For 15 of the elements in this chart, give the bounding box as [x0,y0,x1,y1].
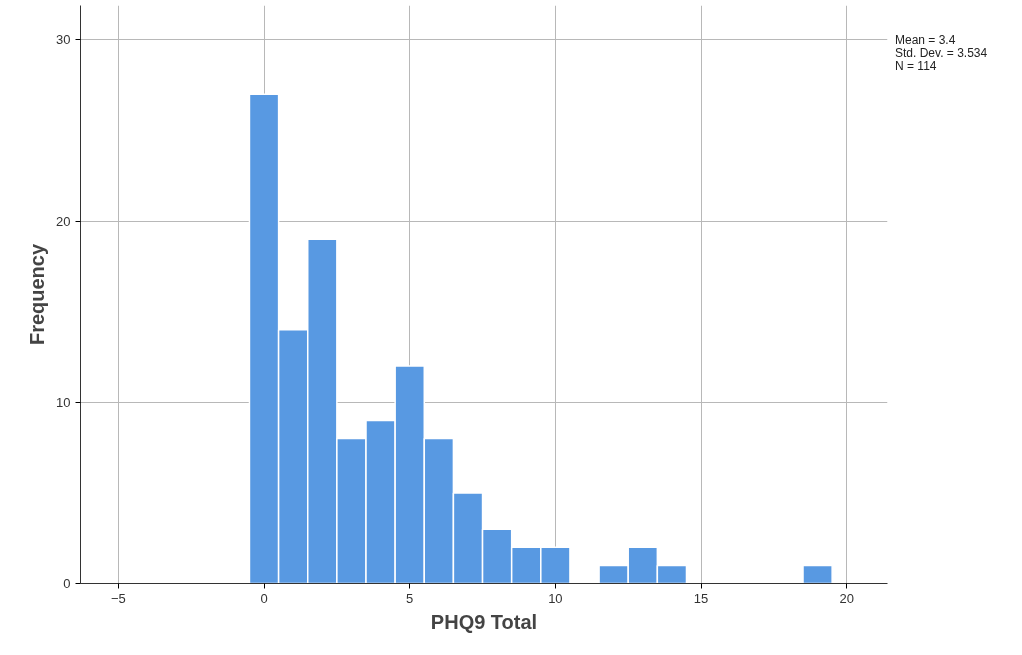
y-tick-label: 20 [56,213,71,229]
y-tick-label: 10 [56,394,71,410]
x-tick-label: 0 [260,590,268,606]
text: Std. Dev. = 3.534 [895,46,988,60]
y-tick-label: 0 [63,576,71,591]
x-tick-label: 15 [693,590,709,606]
y-tick-label: 30 [56,32,71,48]
x-axis-title: PHQ9 Total [430,610,538,633]
text: N = 114 [895,59,938,73]
x-tick-label: 5 [406,590,414,606]
x-tick-label: 20 [839,590,854,606]
y-axis-title: Frequency [26,243,49,346]
x-tick-label: −5 [110,590,126,606]
x-tick-label: 10 [548,590,563,606]
text: Mean = 3.4 [895,33,957,47]
